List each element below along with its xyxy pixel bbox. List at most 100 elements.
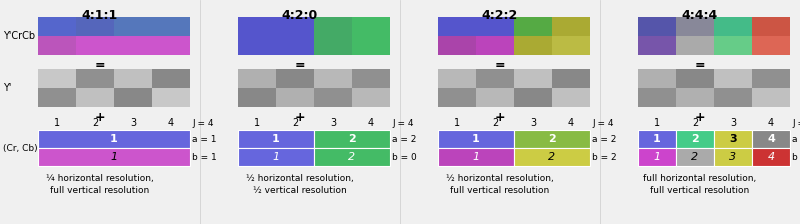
Text: 1: 1	[654, 152, 661, 162]
Bar	[314, 17, 352, 36]
Bar	[352, 69, 390, 88]
Bar	[676, 130, 714, 148]
Bar	[438, 69, 476, 88]
Text: J = 4: J = 4	[192, 118, 214, 127]
Bar	[638, 130, 676, 148]
Text: +: +	[694, 111, 706, 124]
Text: 3: 3	[530, 118, 536, 128]
Text: 4: 4	[568, 118, 574, 128]
Bar	[514, 69, 552, 88]
Text: 1: 1	[54, 118, 60, 128]
Bar	[714, 17, 752, 36]
Bar	[552, 17, 590, 36]
Bar	[152, 69, 190, 88]
Bar	[314, 148, 390, 166]
Bar	[476, 69, 514, 88]
Text: 2: 2	[692, 118, 698, 128]
Text: full horizontal resolution,: full horizontal resolution,	[643, 174, 757, 183]
Text: a = 1: a = 1	[192, 134, 217, 144]
Text: 2: 2	[292, 118, 298, 128]
Bar	[238, 69, 276, 88]
Bar	[438, 36, 476, 55]
Bar	[276, 69, 314, 88]
Bar	[438, 88, 476, 107]
Bar	[714, 88, 752, 107]
Text: 3: 3	[730, 118, 736, 128]
Bar	[352, 36, 390, 55]
Bar	[76, 36, 114, 55]
Text: 4:4:4: 4:4:4	[682, 9, 718, 22]
Text: b = 0: b = 0	[392, 153, 417, 162]
Bar	[314, 36, 352, 55]
Text: 2: 2	[548, 134, 556, 144]
Text: a = 2: a = 2	[592, 134, 616, 144]
Text: ½ vertical resolution: ½ vertical resolution	[253, 186, 347, 195]
Bar	[438, 130, 514, 148]
Text: =: =	[694, 59, 706, 72]
Bar	[476, 88, 514, 107]
Text: 2: 2	[691, 152, 698, 162]
Bar	[238, 36, 276, 55]
Bar	[752, 148, 790, 166]
Text: 3: 3	[729, 134, 737, 144]
Bar	[638, 69, 676, 88]
Bar	[276, 88, 314, 107]
Text: Y': Y'	[3, 83, 11, 93]
Text: 1: 1	[654, 118, 660, 128]
Bar	[352, 88, 390, 107]
Text: 3: 3	[330, 118, 336, 128]
Bar	[476, 17, 514, 36]
Text: 3: 3	[730, 152, 737, 162]
Bar	[676, 148, 714, 166]
Bar	[38, 69, 76, 88]
Bar	[714, 69, 752, 88]
Bar	[752, 69, 790, 88]
Text: =: =	[294, 59, 306, 72]
Bar	[314, 130, 390, 148]
Bar	[238, 148, 314, 166]
Bar	[676, 88, 714, 107]
Text: J = 4: J = 4	[792, 118, 800, 127]
Bar	[76, 88, 114, 107]
Bar	[38, 148, 190, 166]
Text: 1: 1	[272, 134, 280, 144]
Text: 2: 2	[92, 118, 98, 128]
Bar	[514, 88, 552, 107]
Text: (Cr, Cb): (Cr, Cb)	[3, 144, 38, 153]
Text: ½ horizontal resolution,: ½ horizontal resolution,	[246, 174, 354, 183]
Bar	[114, 17, 152, 36]
Text: 2: 2	[492, 118, 498, 128]
Text: full vertical resolution: full vertical resolution	[650, 186, 750, 195]
Bar	[676, 69, 714, 88]
Text: 2: 2	[348, 134, 356, 144]
Bar	[714, 36, 752, 55]
Text: 4:2:2: 4:2:2	[482, 9, 518, 22]
Bar	[552, 36, 590, 55]
Bar	[552, 69, 590, 88]
Text: ½ horizontal resolution,: ½ horizontal resolution,	[446, 174, 554, 183]
Text: 1: 1	[454, 118, 460, 128]
Bar	[638, 36, 676, 55]
Bar	[676, 36, 714, 55]
Text: 2: 2	[349, 152, 355, 162]
Bar	[238, 88, 276, 107]
Text: 4: 4	[168, 118, 174, 128]
Bar	[314, 69, 352, 88]
Text: b = 4: b = 4	[792, 153, 800, 162]
Bar	[514, 148, 590, 166]
Text: 1: 1	[273, 152, 279, 162]
Text: a = 4: a = 4	[792, 134, 800, 144]
Text: =: =	[94, 59, 106, 72]
Bar	[352, 17, 390, 36]
Bar	[152, 36, 190, 55]
Bar	[752, 130, 790, 148]
Text: b = 1: b = 1	[192, 153, 217, 162]
Text: +: +	[294, 111, 306, 124]
Text: 4:1:1: 4:1:1	[82, 9, 118, 22]
Text: 4: 4	[768, 118, 774, 128]
Bar	[152, 17, 190, 36]
Bar	[638, 88, 676, 107]
Text: J = 4: J = 4	[392, 118, 414, 127]
Text: 1: 1	[254, 118, 260, 128]
Bar	[76, 17, 114, 36]
